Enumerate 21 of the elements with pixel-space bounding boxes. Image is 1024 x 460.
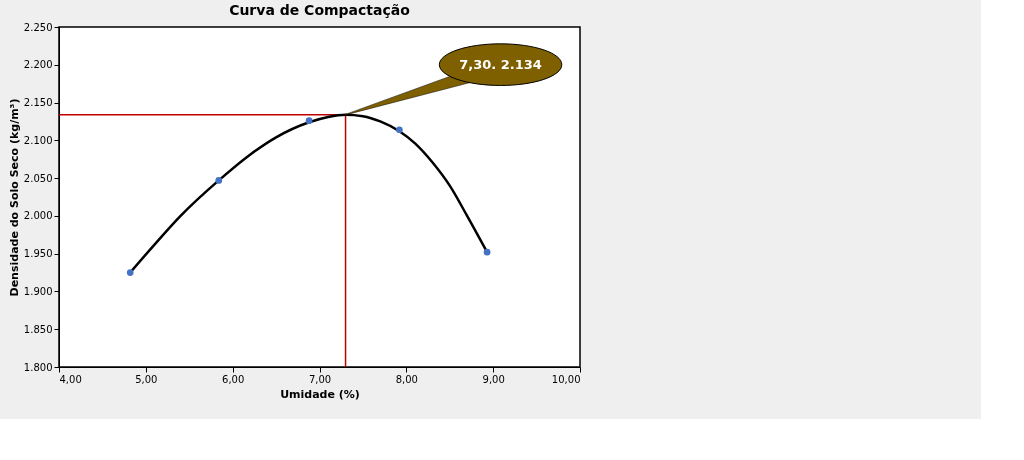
y-tick-label: 1.800 xyxy=(23,361,53,373)
y-tick-label: 1.900 xyxy=(23,285,53,297)
y-tick-label: 1.850 xyxy=(23,323,53,335)
y-tick-label: 2.200 xyxy=(23,59,53,71)
x-tick-label: 5,00 xyxy=(135,373,158,385)
y-axis-title: Densidade do Solo Seco (kg/m³) xyxy=(7,98,21,297)
x-tick-label: 10,00 xyxy=(551,373,581,385)
y-tick-label: 2.000 xyxy=(23,210,53,222)
x-tick-label: 6,00 xyxy=(222,373,245,385)
chart-title: Curva de Compactação xyxy=(229,2,411,18)
y-tick-label: 2.150 xyxy=(23,97,53,109)
x-axis-title: Umidade (%) xyxy=(280,387,360,401)
y-tick-label: 2.100 xyxy=(23,134,53,146)
y-tick-label: 2.050 xyxy=(23,172,53,184)
x-tick-label: 9,00 xyxy=(482,373,505,385)
y-tick-label: 1.950 xyxy=(23,248,53,260)
x-tick-label: 8,00 xyxy=(395,373,418,385)
x-tick-label: 4,00 xyxy=(59,373,82,385)
y-tick-label: 2.250 xyxy=(23,21,53,33)
annotation: 7,30. 2.134 xyxy=(459,56,542,72)
x-tick-label: 7,00 xyxy=(308,373,332,385)
